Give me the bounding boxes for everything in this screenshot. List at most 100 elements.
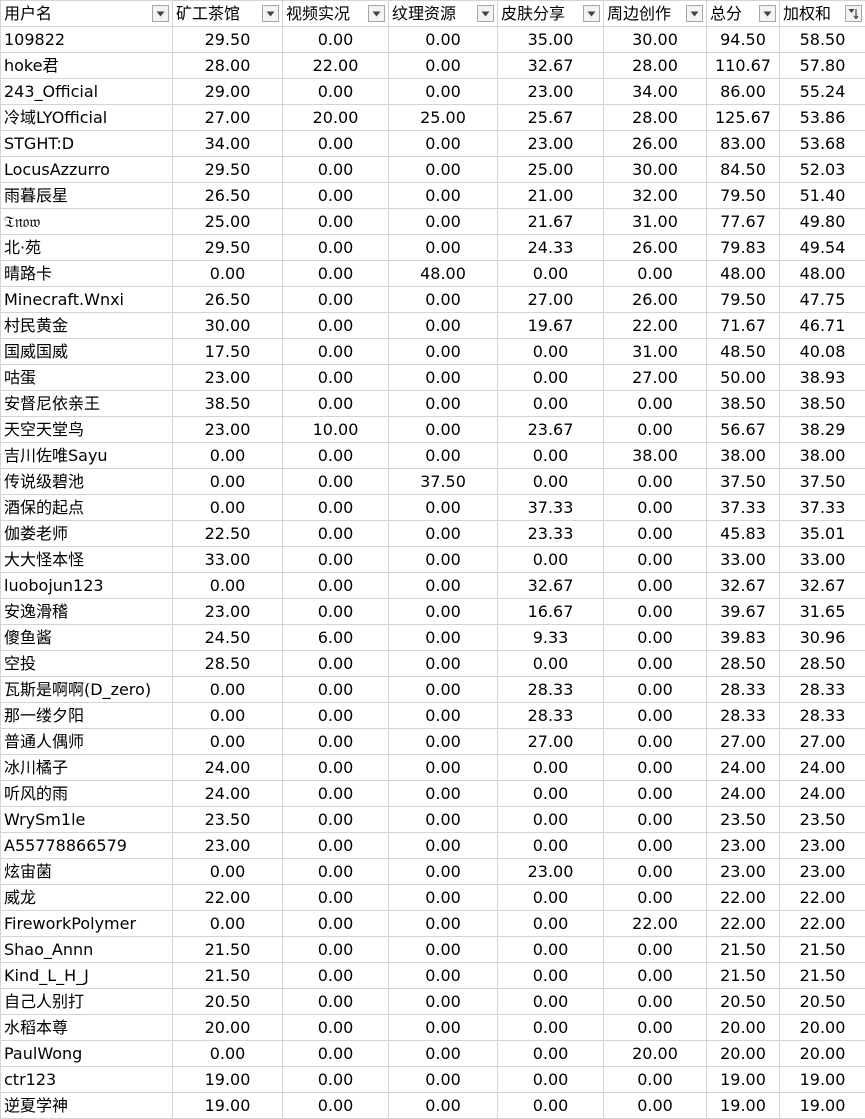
score-cell[interactable]: 34.00 <box>603 78 707 105</box>
username-cell[interactable]: hoke君 <box>0 52 173 79</box>
score-cell[interactable]: 24.00 <box>172 780 283 807</box>
score-cell[interactable]: 33.00 <box>706 546 780 573</box>
score-cell[interactable]: 0.00 <box>172 494 283 521</box>
score-cell[interactable]: 0.00 <box>282 130 389 157</box>
username-cell[interactable]: 冷域LYOfficial <box>0 104 173 131</box>
score-cell[interactable]: 28.33 <box>706 702 780 729</box>
score-cell[interactable]: 0.00 <box>388 520 498 547</box>
score-cell[interactable]: 0.00 <box>497 468 604 495</box>
score-cell[interactable]: 28.33 <box>497 702 604 729</box>
score-cell[interactable]: 19.67 <box>497 312 604 339</box>
score-cell[interactable]: 21.00 <box>497 182 604 209</box>
score-cell[interactable]: 22.00 <box>779 910 865 937</box>
username-cell[interactable]: 安逸滑稽 <box>0 598 173 625</box>
score-cell[interactable]: 0.00 <box>603 494 707 521</box>
score-cell[interactable]: 29.50 <box>172 156 283 183</box>
filter-dropdown-icon[interactable] <box>368 5 385 22</box>
score-cell[interactable]: 0.00 <box>282 390 389 417</box>
score-cell[interactable]: 0.00 <box>282 702 389 729</box>
score-cell[interactable]: 37.33 <box>497 494 604 521</box>
score-cell[interactable]: 0.00 <box>497 650 604 677</box>
score-cell[interactable]: 0.00 <box>388 130 498 157</box>
score-cell[interactable]: 0.00 <box>388 390 498 417</box>
score-cell[interactable]: 0.00 <box>497 546 604 573</box>
score-cell[interactable]: 0.00 <box>388 780 498 807</box>
score-cell[interactable]: 26.50 <box>172 286 283 313</box>
username-cell[interactable]: Minecraft.Wnxi <box>0 286 173 313</box>
score-cell[interactable]: 94.50 <box>706 26 780 53</box>
score-cell[interactable]: 20.00 <box>779 1014 865 1041</box>
score-cell[interactable]: 32.00 <box>603 182 707 209</box>
score-cell[interactable]: 56.67 <box>706 416 780 443</box>
score-cell[interactable]: 48.50 <box>706 338 780 365</box>
score-cell[interactable]: 21.50 <box>706 936 780 963</box>
score-cell[interactable]: 0.00 <box>388 598 498 625</box>
score-cell[interactable]: 0.00 <box>388 702 498 729</box>
score-cell[interactable]: 22.00 <box>603 312 707 339</box>
username-cell[interactable]: 北·苑 <box>0 234 173 261</box>
score-cell[interactable]: 25.00 <box>172 208 283 235</box>
score-cell[interactable]: 58.50 <box>779 26 865 53</box>
score-cell[interactable]: 21.50 <box>172 962 283 989</box>
score-cell[interactable]: 21.50 <box>779 936 865 963</box>
score-cell[interactable]: 0.00 <box>172 468 283 495</box>
score-cell[interactable]: 32.67 <box>779 572 865 599</box>
score-cell[interactable]: 19.00 <box>706 1092 780 1119</box>
score-cell[interactable]: 0.00 <box>388 156 498 183</box>
score-cell[interactable]: 37.50 <box>388 468 498 495</box>
filter-dropdown-icon[interactable] <box>686 5 703 22</box>
score-cell[interactable]: 21.50 <box>706 962 780 989</box>
username-cell[interactable]: 自己人别打 <box>0 988 173 1015</box>
score-cell[interactable]: 0.00 <box>497 260 604 287</box>
score-cell[interactable]: 0.00 <box>282 962 389 989</box>
score-cell[interactable]: 26.00 <box>603 234 707 261</box>
score-cell[interactable]: 23.00 <box>779 832 865 859</box>
score-cell[interactable]: 19.00 <box>779 1092 865 1119</box>
username-cell[interactable]: 水稻本尊 <box>0 1014 173 1041</box>
score-cell[interactable]: 0.00 <box>388 364 498 391</box>
score-cell[interactable]: 84.50 <box>706 156 780 183</box>
score-cell[interactable]: 0.00 <box>282 910 389 937</box>
score-cell[interactable]: 38.50 <box>706 390 780 417</box>
filter-dropdown-icon[interactable] <box>759 5 776 22</box>
score-cell[interactable]: 0.00 <box>497 1066 604 1093</box>
score-cell[interactable]: 22.00 <box>172 884 283 911</box>
score-cell[interactable]: 0.00 <box>388 728 498 755</box>
score-cell[interactable]: 0.00 <box>603 728 707 755</box>
score-cell[interactable]: 0.00 <box>497 780 604 807</box>
score-cell[interactable]: 27.00 <box>497 286 604 313</box>
score-cell[interactable]: 0.00 <box>497 936 604 963</box>
score-cell[interactable]: 22.00 <box>706 884 780 911</box>
score-cell[interactable]: 25.00 <box>388 104 498 131</box>
score-cell[interactable]: 31.00 <box>603 208 707 235</box>
score-cell[interactable]: 0.00 <box>497 442 604 469</box>
score-cell[interactable]: 27.00 <box>779 728 865 755</box>
score-cell[interactable]: 22.00 <box>779 884 865 911</box>
score-cell[interactable]: 0.00 <box>388 208 498 235</box>
score-cell[interactable]: 23.50 <box>706 806 780 833</box>
score-cell[interactable]: 0.00 <box>172 910 283 937</box>
score-cell[interactable]: 0.00 <box>497 754 604 781</box>
score-cell[interactable]: 86.00 <box>706 78 780 105</box>
score-cell[interactable]: 0.00 <box>388 338 498 365</box>
score-cell[interactable]: 35.00 <box>497 26 604 53</box>
score-cell[interactable]: 40.08 <box>779 338 865 365</box>
score-cell[interactable]: 29.50 <box>172 26 283 53</box>
score-cell[interactable]: 0.00 <box>603 988 707 1015</box>
score-cell[interactable]: 30.00 <box>603 156 707 183</box>
score-cell[interactable]: 21.50 <box>779 962 865 989</box>
score-cell[interactable]: 0.00 <box>497 988 604 1015</box>
score-cell[interactable]: 0.00 <box>603 624 707 651</box>
score-cell[interactable]: 0.00 <box>172 676 283 703</box>
score-cell[interactable]: 21.50 <box>172 936 283 963</box>
score-cell[interactable]: 0.00 <box>388 624 498 651</box>
score-cell[interactable]: 0.00 <box>282 26 389 53</box>
username-cell[interactable]: 晴路卡 <box>0 260 173 287</box>
score-cell[interactable]: 0.00 <box>497 884 604 911</box>
score-cell[interactable]: 0.00 <box>603 468 707 495</box>
score-cell[interactable]: 0.00 <box>388 286 498 313</box>
score-cell[interactable]: 0.00 <box>172 1040 283 1067</box>
score-cell[interactable]: 0.00 <box>282 936 389 963</box>
username-cell[interactable]: ctr123 <box>0 1066 173 1093</box>
score-cell[interactable]: 0.00 <box>282 338 389 365</box>
